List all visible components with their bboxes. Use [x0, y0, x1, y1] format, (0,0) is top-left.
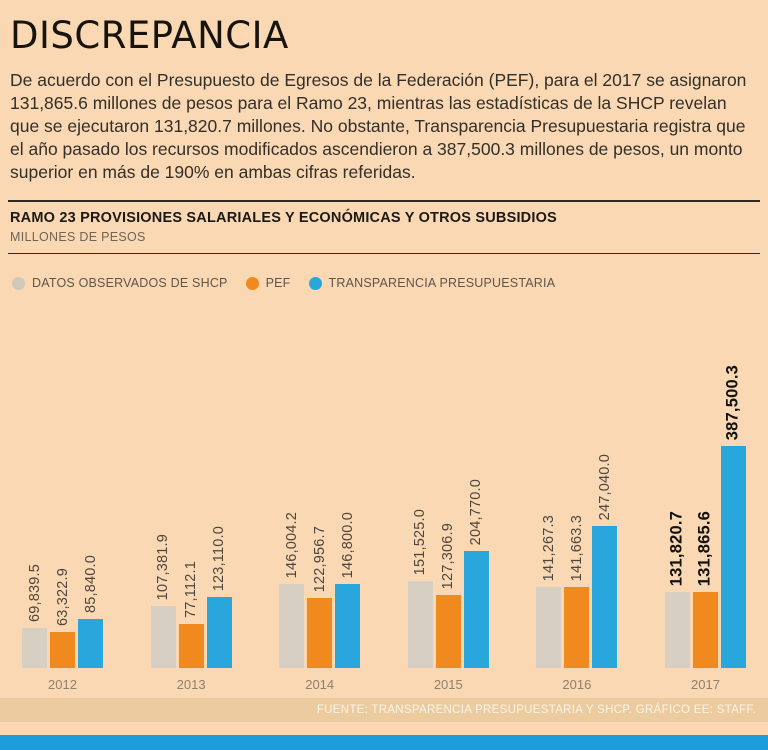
x-axis-label: 2016 [562, 677, 592, 692]
bar-group: 69,839.5 63,322.9 85,840.0 2012 [22, 443, 103, 692]
x-axis-label: 2014 [305, 677, 335, 692]
bar-value-label: 69,839.5 [26, 563, 43, 622]
bar-value-label: 123,110.0 [211, 525, 228, 591]
bar-value-label: 77,112.1 [183, 561, 200, 618]
bar [279, 584, 305, 668]
bar-value-label: 247,040.0 [596, 453, 613, 520]
bar-value-label: 63,322.9 [54, 567, 71, 626]
page-title: DISCREPANCIA [10, 14, 289, 57]
bar-value-label: 122,956.7 [311, 525, 328, 592]
bar [664, 592, 690, 668]
bar-column: 85,840.0 [78, 443, 103, 668]
legend-label: TRANSPARENCIA PRESUPUESTARIA [328, 276, 556, 291]
bar-column: 131,865.6 [692, 443, 718, 668]
bar-column: 146,800.0 [335, 443, 361, 668]
bar-column: 107,381.9 [150, 443, 176, 668]
legend-dot-icon [245, 276, 259, 290]
bar-column: 69,839.5 [22, 443, 47, 668]
legend-dot-icon [308, 276, 322, 290]
x-axis-label: 2013 [176, 677, 206, 692]
legend-item: TRANSPARENCIA PRESUPUESTARIA [308, 276, 556, 291]
intro-paragraph: De acuerdo con el Presupuesto de Egresos… [10, 70, 747, 183]
bar [178, 624, 204, 668]
bar-column: 141,663.3 [564, 443, 590, 668]
bar [536, 587, 562, 668]
bar [692, 592, 718, 668]
bar [435, 595, 461, 668]
bar [206, 597, 232, 668]
x-axis-label: 2012 [48, 677, 77, 692]
chart-title: RAMO 23 PROVISIONES SALARIALES Y ECONÓMI… [10, 210, 557, 227]
bar [78, 619, 103, 668]
chart-header: RAMO 23 PROVISIONES SALARIALES Y ECONÓMI… [8, 200, 760, 255]
bar-value-label: 141,267.3 [540, 514, 557, 581]
bar-value-label: 107,381.9 [155, 533, 172, 600]
bar-column: 122,956.7 [307, 443, 333, 668]
bar-group: 107,381.9 77,112.1 123,110.0 2013 [150, 443, 232, 692]
bar-column: 77,112.1 [178, 443, 204, 668]
source-credit: FUENTE: TRANSPARENCIA PRESUPUESTARIA Y S… [316, 704, 756, 716]
bar [307, 598, 333, 668]
bar-column: 131,820.7 [664, 443, 690, 668]
bar-column: 387,500.3 [720, 365, 746, 668]
bar-group: 151,525.0 127,306.9 204,770.0 2015 [407, 443, 489, 692]
bar-value-label: 151,525.0 [412, 508, 429, 575]
bar [564, 587, 590, 668]
bar [592, 526, 618, 668]
legend-label: DATOS OBSERVADOS DE SHCP [32, 276, 228, 291]
bar-value-label: 146,004.2 [283, 511, 300, 578]
bar-value-label: 204,770.0 [468, 478, 485, 545]
legend-item: DATOS OBSERVADOS DE SHCP [12, 276, 228, 290]
bar-value-label: 387,500.3 [723, 364, 742, 440]
legend-dot-icon [12, 276, 25, 290]
bar-group: 146,004.2 122,956.7 146,800.0 2014 [279, 443, 361, 692]
bar-value-label: 85,840.0 [82, 554, 99, 613]
bar-column: 141,267.3 [536, 443, 562, 668]
x-axis-label: 2017 [691, 677, 720, 692]
footer-band: FUENTE: TRANSPARENCIA PRESUPUESTARIA Y S… [0, 698, 768, 722]
bar-column: 63,322.9 [50, 443, 75, 668]
bar [720, 446, 746, 668]
legend: DATOS OBSERVADOS DE SHCP PEF TRANSPARENCIA… [12, 276, 758, 290]
bar [50, 632, 75, 668]
bar [150, 606, 176, 668]
bar-value-label: 127,306.9 [440, 522, 457, 589]
bar-group: 141,267.3 141,663.3 247,040.0 2016 [536, 443, 618, 692]
bar-column: 151,525.0 [407, 443, 433, 668]
bar-value-label: 131,865.6 [695, 510, 714, 586]
bar [463, 551, 489, 668]
bar-column: 146,004.2 [279, 443, 305, 668]
bar-value-label: 141,663.3 [568, 514, 585, 581]
bar-column: 123,110.0 [206, 443, 232, 668]
bar-column: 247,040.0 [592, 443, 618, 668]
legend-label: PEF [265, 276, 291, 291]
chart-subtitle: MILLONES DE PESOS [10, 230, 146, 245]
bar [22, 628, 47, 668]
bar-column: 127,306.9 [435, 443, 461, 668]
bar-value-label: 131,820.7 [667, 510, 686, 586]
bar-column: 204,770.0 [463, 443, 489, 668]
bar [335, 584, 361, 668]
bar-chart: 69,839.5 63,322.9 85,840.0 2012 107,381.9 77,… [0, 294, 768, 692]
legend-item: PEF [245, 276, 291, 291]
bar-value-label: 146,800.0 [339, 511, 356, 578]
bottom-accent-bar [0, 735, 768, 750]
bar-group: 131,820.7 131,865.6 387,500.3 2017 [664, 365, 746, 692]
bar [407, 581, 433, 668]
x-axis-label: 2015 [433, 677, 463, 692]
